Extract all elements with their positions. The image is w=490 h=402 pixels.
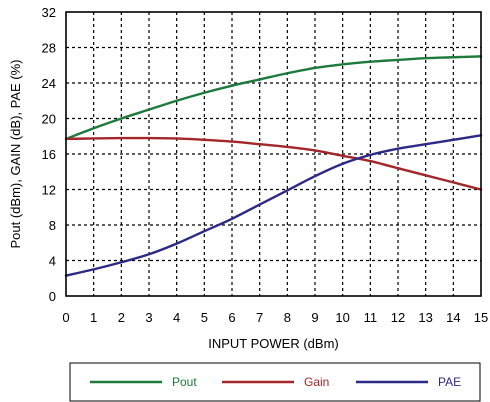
legend-label-gain: Gain bbox=[304, 375, 329, 389]
x-tick-label: 9 bbox=[311, 310, 318, 325]
x-tick-label: 4 bbox=[173, 310, 180, 325]
y-tick-label: 24 bbox=[42, 76, 56, 91]
x-tick-label: 1 bbox=[90, 310, 97, 325]
y-tick-label: 16 bbox=[42, 147, 56, 162]
y-tick-label: 4 bbox=[49, 254, 56, 269]
x-tick-label: 11 bbox=[364, 310, 378, 325]
series-line-pae bbox=[64, 134, 483, 277]
legend-items: Pout Gain PAE bbox=[90, 375, 461, 389]
y-tick-label: 28 bbox=[42, 41, 56, 56]
legend-label-pae: PAE bbox=[438, 375, 461, 389]
series-line-gain bbox=[64, 136, 483, 191]
x-tick-labels: 0 1 2 3 4 5 6 7 8 9 10 11 12 13 14 15 bbox=[62, 310, 488, 325]
x-tick-label: 15 bbox=[474, 310, 488, 325]
x-tick-label: 3 bbox=[145, 310, 152, 325]
x-tick-label: 14 bbox=[446, 310, 460, 325]
legend: Pout Gain PAE bbox=[69, 362, 481, 402]
plot-frame bbox=[65, 11, 482, 297]
x-tick-label: 8 bbox=[284, 310, 291, 325]
grid bbox=[66, 12, 481, 296]
x-tick-label: 12 bbox=[391, 310, 405, 325]
x-axis-title: INPUT POWER (dBm) bbox=[208, 336, 339, 351]
x-tick-label: 6 bbox=[228, 310, 235, 325]
y-tick-label: 32 bbox=[42, 5, 56, 20]
y-tick-labels: 0 4 8 12 16 20 24 28 32 bbox=[42, 5, 56, 304]
series-lines bbox=[64, 55, 483, 277]
x-tick-label: 7 bbox=[256, 310, 263, 325]
y-tick-label: 0 bbox=[49, 289, 56, 304]
y-tick-label: 8 bbox=[49, 218, 56, 233]
series-line-pout bbox=[64, 55, 483, 141]
x-tick-label: 0 bbox=[62, 310, 69, 325]
y-tick-label: 12 bbox=[42, 183, 56, 198]
y-axis-title: Pout (dBm), GAIN (dB), PAE (%) bbox=[8, 59, 23, 248]
x-tick-label: 5 bbox=[201, 310, 208, 325]
x-tick-label: 2 bbox=[118, 310, 125, 325]
x-tick-label: 10 bbox=[335, 310, 349, 325]
legend-label-pout: Pout bbox=[172, 375, 197, 389]
x-tick-label: 13 bbox=[418, 310, 432, 325]
y-tick-label: 20 bbox=[42, 112, 56, 127]
